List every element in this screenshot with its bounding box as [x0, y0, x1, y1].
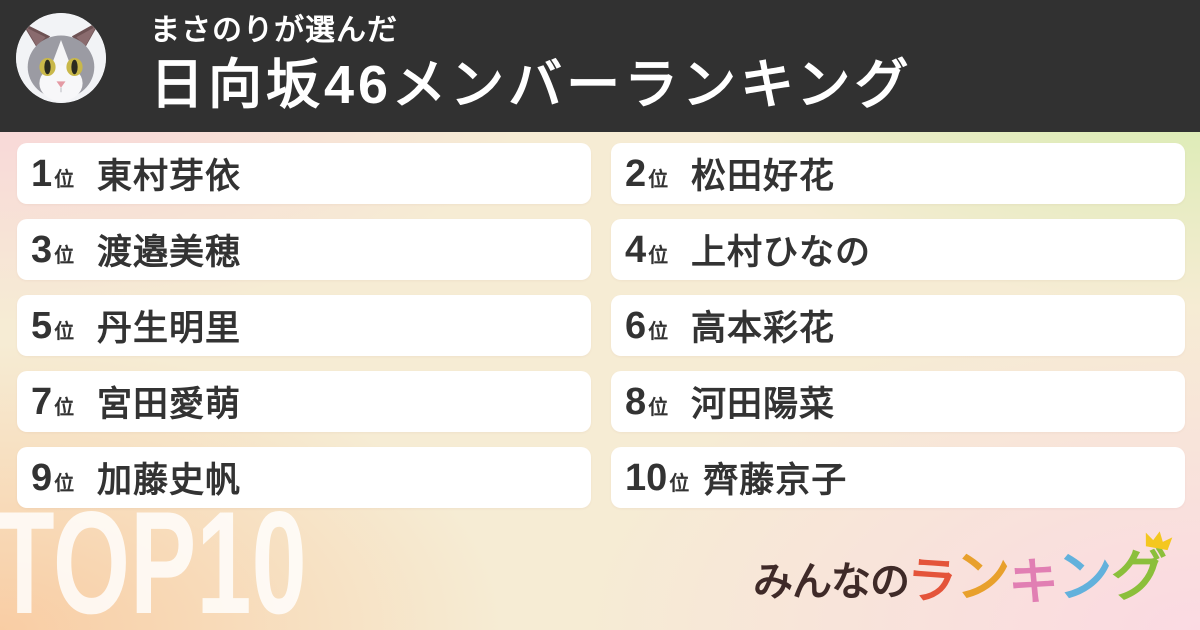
- top10-watermark: TOP10: [0, 481, 307, 630]
- page-title: 日向坂46メンバーランキング: [150, 54, 913, 115]
- rank-label: 10 位: [625, 459, 689, 497]
- rank-number: 9: [31, 456, 53, 499]
- site-logo: みんなのランキング: [753, 531, 1173, 612]
- logo-char-n2: ン: [1054, 542, 1116, 609]
- rank-number: 10: [625, 456, 668, 499]
- rank-suffix: 位: [648, 396, 669, 419]
- member-name: 渡邉美穂: [97, 233, 242, 272]
- rank-suffix: 位: [54, 244, 75, 267]
- logo-char-ki: キ: [1005, 551, 1062, 613]
- rank-number: 3: [31, 228, 53, 271]
- logo-prefix-text: みんなの: [753, 560, 910, 604]
- rank-suffix: 位: [648, 320, 669, 343]
- rank-suffix: 位: [648, 168, 669, 191]
- rank-suffix: 位: [669, 472, 690, 495]
- member-name: 東村芽依: [97, 157, 242, 196]
- header-text: まさのりが選んだ 日向坂46メンバーランキング: [150, 12, 912, 116]
- member-name: 丹生明里: [97, 309, 242, 348]
- author-line: まさのりが選んだ: [150, 14, 398, 47]
- member-name: 河田陽菜: [691, 385, 836, 424]
- rank-number: 8: [625, 380, 647, 423]
- rank-suffix: 位: [54, 396, 75, 419]
- member-name: 加藤史帆: [97, 461, 242, 500]
- logo-char-ra: ラ: [904, 551, 959, 611]
- rank-number: 4: [625, 228, 647, 271]
- rank-suffix: 位: [54, 168, 75, 191]
- member-name: 高本彩花: [691, 309, 836, 348]
- member-name: 上村ひなの: [691, 233, 872, 272]
- logo-char-n1: ン: [953, 542, 1013, 609]
- rank-number: 2: [625, 152, 647, 195]
- rank-suffix: 位: [54, 472, 75, 495]
- member-name: 齊藤京子: [703, 461, 848, 500]
- member-name: 松田好花: [691, 157, 836, 196]
- rank-suffix: 位: [54, 320, 75, 343]
- header: まさのりが選んだ 日向坂46メンバーランキング: [0, 0, 1200, 132]
- cat-avatar-icon: [16, 13, 106, 103]
- rank-number: 5: [31, 304, 53, 347]
- rank-number: 6: [625, 304, 647, 347]
- rank-number: 7: [31, 380, 53, 423]
- logo-char-gu: グ: [1111, 544, 1167, 607]
- crown-icon: [1145, 531, 1173, 551]
- rank-suffix: 位: [648, 244, 669, 267]
- member-name: 宮田愛萌: [97, 385, 242, 424]
- user-avatar: [16, 13, 106, 103]
- ranking-row-10: 10 位 齊藤京子: [611, 447, 1185, 508]
- rank-number: 1: [31, 152, 53, 195]
